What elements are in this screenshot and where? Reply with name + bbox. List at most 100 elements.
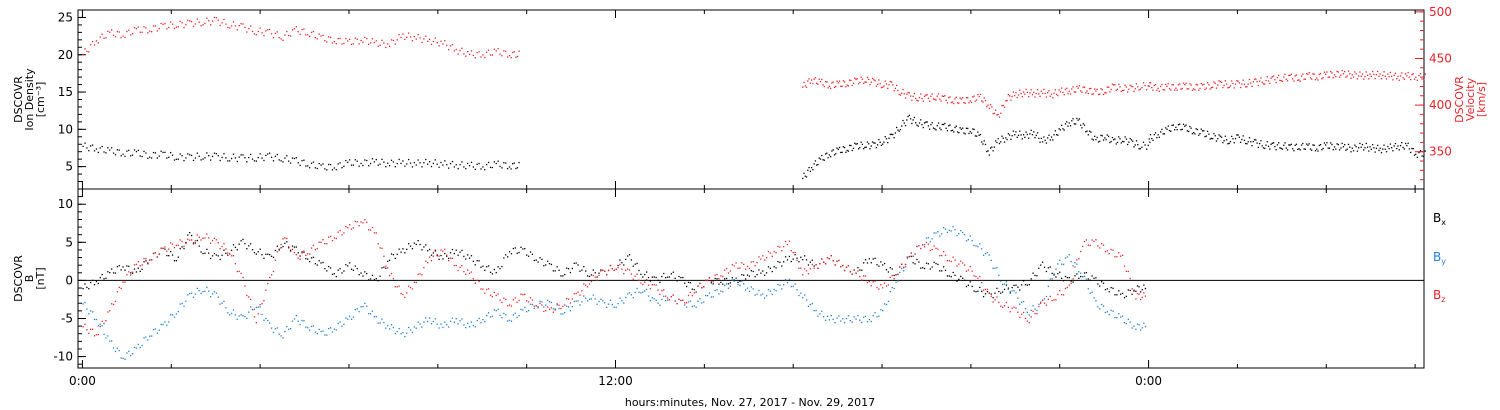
density-series-point [951,129,954,132]
bx-series-point [634,263,636,265]
density-series-point [263,159,265,162]
by-series-point [834,321,836,324]
bx-series-point [269,253,271,256]
bx-series-point [514,247,516,249]
density-series-point [373,161,376,163]
bz-series-point [518,299,520,302]
velocity-series-point [137,26,139,28]
velocity-series-point [817,83,819,85]
density-series-point [1266,141,1268,143]
bx-series-point [99,276,101,279]
by-series-point [657,302,659,304]
velocity-series-point [981,100,983,102]
velocity-series-point [1247,83,1249,85]
by-series-point [1036,309,1038,312]
density-series-point [1278,142,1280,144]
density-series-point [1402,146,1404,149]
density-series-point [804,175,806,177]
density-series-point [109,149,111,151]
bx-series-point [741,274,743,276]
density-series-point [291,157,294,159]
bx-series-point [598,272,600,274]
density-series-point [979,133,982,136]
bx-series-point [1070,280,1072,282]
density-series-point [356,160,358,162]
by-series-point [548,301,551,303]
velocity-series-point [1171,84,1173,86]
bz-series-point [1013,306,1015,308]
velocity-series-point [221,22,223,24]
velocity-series-point [396,39,398,41]
density-series-point [1241,138,1243,141]
velocity-series-point [280,38,282,40]
velocity-series-point [1413,78,1416,80]
by-series-point [539,300,541,302]
density-series-point [472,166,475,168]
density-series-point [918,122,921,124]
density-series-point [1412,148,1414,150]
velocity-series-point [944,95,946,97]
velocity-series-point [882,86,884,88]
velocity-series-point [808,78,810,80]
bx-series-point [335,275,337,278]
velocity-series-point [1312,73,1314,75]
bz-series-point [727,272,730,274]
velocity-series-point [835,85,837,88]
velocity-series-point [1184,84,1186,86]
by-series-point [261,313,263,316]
velocity-series-point [463,53,465,55]
bz-series-point [682,299,684,302]
velocity-series-point [1233,87,1235,89]
magnetic-field-frame [77,188,1425,369]
by-series-point [859,319,861,321]
bz-series-point [133,264,136,266]
bz-series-point [211,239,214,242]
bx-series-point [632,265,634,267]
bz-series-point [663,289,665,291]
velocity-series-point [1391,75,1393,78]
bz-series-point [388,274,391,277]
bz-series-point [670,295,673,298]
velocity-series-point [986,106,988,108]
bx-series-point [457,254,459,256]
bz-series-point [609,264,612,267]
bx-series-point [503,257,505,259]
density-series-point [1019,130,1021,132]
velocity-series-point [1335,76,1337,78]
by-series-point [343,323,345,325]
density-series-point [1413,154,1416,156]
density-series-point [1137,144,1139,146]
velocity-series-point [1309,77,1312,79]
bz-series-point [189,239,191,241]
density-series-point [284,157,286,159]
density-series-point [1040,137,1042,140]
density-series-point [267,153,269,155]
by-series-point [269,322,271,324]
density-series-point [1003,141,1006,143]
velocity-series-point [1271,76,1273,78]
bx-series-point [969,281,971,283]
velocity-series-point [1091,93,1093,95]
density-series-point [1116,141,1119,144]
bz-series-point [762,255,764,257]
velocity-series-point [893,89,895,92]
density-series-point [1260,140,1262,142]
by-series-point [377,322,379,324]
bx-series-point [971,285,973,288]
plasma-frame [77,9,1425,190]
velocity-series-point [913,92,916,95]
bz-series-point [130,274,132,276]
bx-series-point [944,269,947,272]
density-series-point [827,157,829,159]
bx-series-point [164,248,166,250]
density-series-point [1206,130,1209,133]
velocity-series-point [1149,82,1152,84]
bz-series-point [166,250,168,252]
density-series-point [921,123,923,126]
bx-series-point [630,259,633,261]
bz-series-point [472,278,475,280]
density-series-point [1239,141,1242,143]
by-series-point [444,321,446,323]
velocity-series-point [1127,91,1129,93]
density-series-point [983,140,985,142]
